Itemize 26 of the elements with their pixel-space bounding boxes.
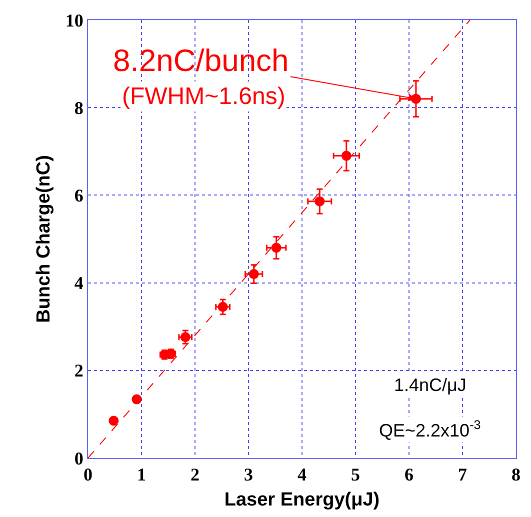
point	[132, 394, 142, 404]
annotation: (FWHM~1.6ns)	[122, 83, 286, 110]
point	[341, 150, 352, 161]
annotation: 1.4nC/μJ	[394, 375, 466, 395]
annotation: QE~2.2x10$^{-3}$	[379, 418, 481, 441]
x-axis-title: Laser Energy(μJ)	[224, 489, 380, 510]
point	[248, 269, 259, 280]
y-tick-label: 4	[74, 273, 84, 294]
x-tick-label: 1	[137, 464, 146, 485]
x-tick-label: 4	[298, 464, 306, 485]
x-tick-label: 5	[351, 464, 360, 485]
y-tick-label: 8	[74, 98, 84, 118]
y-tick-label: 10	[65, 10, 84, 30]
point	[108, 416, 119, 426]
y-tick-label: 6	[74, 186, 84, 206]
x-tick-label: 8	[512, 464, 520, 485]
x-tick-label: 7	[458, 464, 467, 485]
x-tick-label: 3	[244, 464, 253, 485]
y-axis-title: Bunch Charge(nC)	[33, 155, 54, 323]
y-tick-label: 0	[74, 448, 84, 468]
x-tick-label: 2	[190, 464, 200, 485]
point	[314, 196, 325, 206]
annotation: 8.2nC/bunch	[113, 43, 289, 78]
point	[271, 242, 282, 253]
y-tick-label: 2	[74, 360, 84, 381]
x-tick-label: 6	[404, 464, 414, 485]
